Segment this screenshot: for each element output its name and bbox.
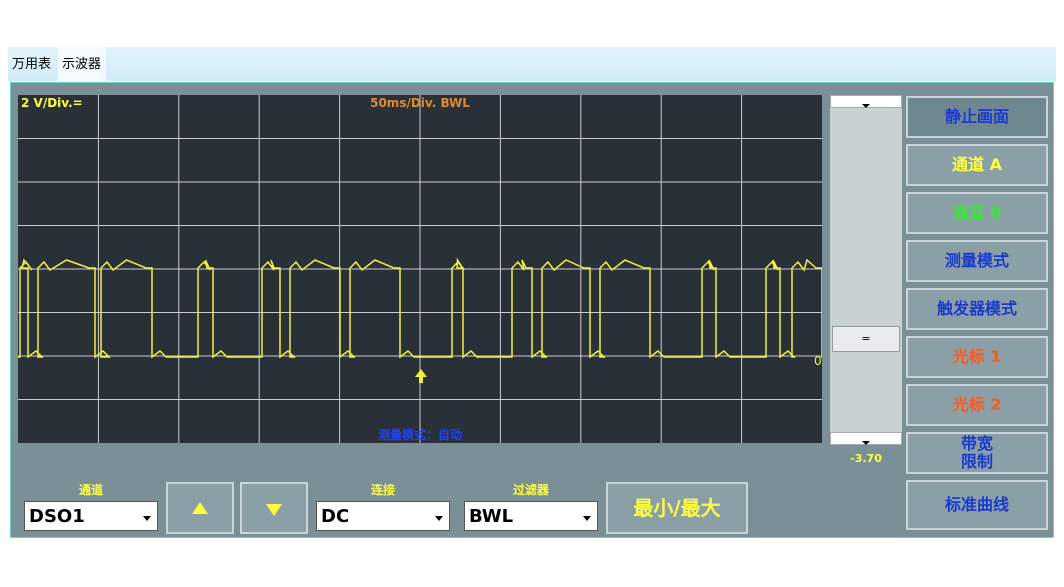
zero-marker: 0 <box>814 354 822 368</box>
side-button[interactable]: 测量模式 <box>906 240 1048 282</box>
filter-label: 过滤器 <box>512 483 549 497</box>
scroll-thumb[interactable]: = <box>832 326 900 352</box>
side-button[interactable]: 通道 B <box>906 192 1048 234</box>
down-button[interactable] <box>240 482 308 534</box>
offset-value: -3.70 <box>850 452 882 465</box>
coupling-label: 连接 <box>370 483 395 497</box>
side-button[interactable]: 光标 1 <box>906 336 1048 378</box>
channel-label: 通道 <box>78 483 103 497</box>
tab[interactable]: 万用表 <box>12 57 52 72</box>
volts-per-div: 2 V/Div.= <box>21 96 83 110</box>
button-line: 限制 <box>960 452 993 471</box>
side-button[interactable]: 标准曲线 <box>906 480 1048 530</box>
measure-mode: 测量模式：自动 <box>378 427 462 442</box>
filter-select[interactable]: BWL <box>464 501 598 531</box>
button-line: 带宽 <box>960 434 993 453</box>
minmax-button[interactable]: 最小/最大 <box>606 482 748 534</box>
side-button[interactable]: 通道 A <box>906 144 1048 186</box>
scrollbar[interactable]: = <box>830 95 902 445</box>
side-button[interactable]: 带宽 限制 <box>906 432 1048 474</box>
up-button[interactable] <box>166 482 234 534</box>
channel-select[interactable]: DSO1 <box>24 501 158 531</box>
scroll-up[interactable] <box>830 95 902 108</box>
side-button[interactable]: 静止画面 <box>906 96 1048 138</box>
time-per-div: 50ms/Div. BWL <box>370 96 470 110</box>
scroll-down[interactable] <box>830 432 902 445</box>
tab-bar: 万用表 示波器 <box>8 47 1056 81</box>
scope-screen: 2 V/Div.= 50ms/Div. BWL 测量模式：自动 0 <box>18 95 822 443</box>
tab[interactable]: 示波器 <box>58 47 106 81</box>
coupling-select[interactable]: DC <box>316 501 450 531</box>
side-button[interactable]: 触发器模式 <box>906 288 1048 330</box>
side-button[interactable]: 光标 2 <box>906 384 1048 426</box>
